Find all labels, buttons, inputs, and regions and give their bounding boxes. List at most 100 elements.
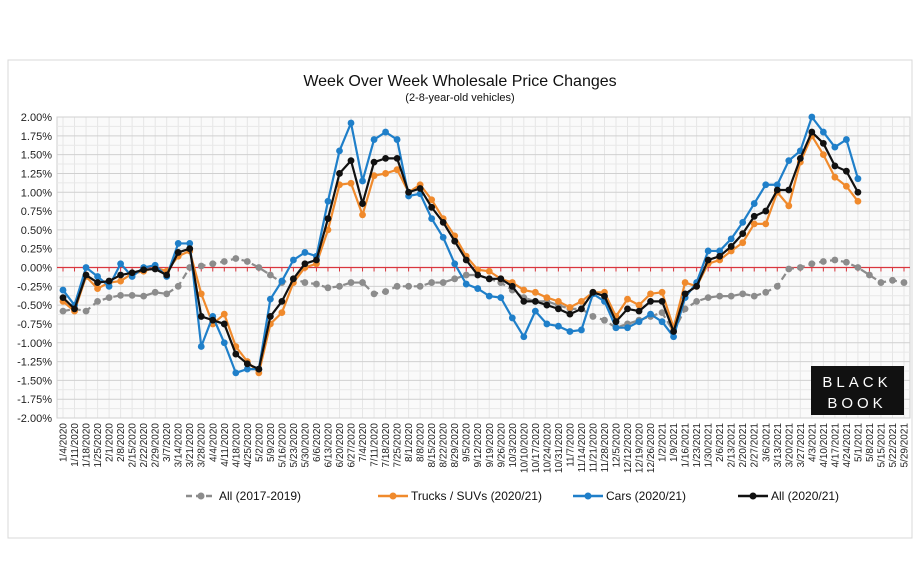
y-tick-label: -0.50% xyxy=(17,300,52,312)
legend: All (2017-2019) Trucks / SUVs (2020/21) Ca… xyxy=(186,489,839,503)
x-tick-label: 5/15/2021 xyxy=(876,423,887,468)
data-point xyxy=(647,297,654,305)
data-point xyxy=(359,211,366,219)
data-point xyxy=(796,264,804,271)
data-point xyxy=(842,182,850,190)
x-tick-label: 5/2/2020 xyxy=(254,423,265,462)
data-point xyxy=(220,258,228,265)
data-point xyxy=(785,265,793,273)
data-point xyxy=(347,179,355,187)
data-point xyxy=(624,295,631,303)
x-tick-label: 4/3/2021 xyxy=(807,423,818,462)
data-point xyxy=(716,252,724,260)
x-tick-label: 4/10/2021 xyxy=(819,423,830,468)
x-tick-label: 3/13/2021 xyxy=(773,423,784,468)
data-point xyxy=(485,267,493,275)
data-point xyxy=(762,220,770,228)
x-tick-label: 2/1/2020 xyxy=(105,423,116,462)
data-point xyxy=(428,215,436,222)
data-point xyxy=(762,181,770,189)
x-tick-label: 8/15/2020 xyxy=(427,423,438,468)
data-point xyxy=(140,292,148,300)
data-point xyxy=(105,294,113,301)
data-point xyxy=(451,237,459,245)
data-point xyxy=(554,297,562,305)
data-point xyxy=(773,186,781,194)
series-line xyxy=(62,133,859,376)
x-tick-label: 5/8/2021 xyxy=(865,423,876,462)
data-point xyxy=(128,269,136,277)
chart-title: Week Over Week Wholesale Price Changes xyxy=(303,73,616,90)
legend-swatch-marker xyxy=(749,492,757,500)
data-point xyxy=(635,318,643,326)
svg-text:BOOK: BOOK xyxy=(827,395,886,412)
data-point xyxy=(370,158,378,166)
x-tick-label: 3/20/2021 xyxy=(784,423,795,468)
data-point xyxy=(485,292,493,300)
data-point xyxy=(647,290,654,298)
data-point xyxy=(693,297,701,305)
data-point xyxy=(359,200,366,207)
data-point xyxy=(278,309,286,317)
x-tick-label: 1/30/2021 xyxy=(704,423,715,468)
x-tick-label: 4/11/2020 xyxy=(220,423,231,467)
data-point xyxy=(531,297,539,305)
data-point xyxy=(554,322,562,330)
data-point xyxy=(278,297,286,305)
data-point xyxy=(900,279,908,286)
data-point xyxy=(382,288,389,295)
data-point xyxy=(382,170,389,177)
data-point xyxy=(117,260,125,268)
y-tick-label: 0.25% xyxy=(21,244,52,256)
data-point xyxy=(82,307,90,315)
x-tick-label: 10/3/2020 xyxy=(508,423,519,468)
data-point xyxy=(393,154,401,162)
y-tick-label: 0.75% xyxy=(21,206,52,218)
data-point xyxy=(220,320,228,328)
x-tick-label: 2/20/2021 xyxy=(738,423,749,468)
x-tick-label: 7/4/2020 xyxy=(358,423,369,462)
data-point xyxy=(727,292,735,300)
data-point xyxy=(105,282,113,290)
data-point xyxy=(704,256,712,264)
data-point xyxy=(382,128,389,136)
data-point xyxy=(347,119,355,127)
data-point xyxy=(278,277,286,285)
data-point xyxy=(796,154,804,162)
data-point xyxy=(762,288,770,296)
data-point xyxy=(866,271,873,279)
data-point xyxy=(163,290,171,298)
data-point xyxy=(889,276,896,284)
data-point xyxy=(174,240,182,247)
data-point xyxy=(601,316,608,324)
x-tick-label: 3/27/2021 xyxy=(796,423,807,468)
data-point xyxy=(209,260,217,268)
series-2 xyxy=(59,113,862,377)
legend-label: All (2017-2019) xyxy=(219,489,301,503)
data-point xyxy=(301,279,309,286)
x-tick-label: 1/25/2020 xyxy=(93,423,104,468)
x-tick-label: 11/7/2020 xyxy=(565,423,576,467)
data-point xyxy=(819,258,827,265)
data-point xyxy=(739,218,747,226)
x-tick-label: 3/21/2020 xyxy=(185,423,196,468)
series-line xyxy=(62,114,859,375)
data-point xyxy=(117,271,125,279)
data-point xyxy=(831,143,839,151)
y-tick-label: -1.75% xyxy=(17,394,52,406)
data-point xyxy=(94,285,101,292)
x-tick-label: 9/12/2020 xyxy=(473,423,484,468)
x-tick-label: 5/23/2020 xyxy=(289,423,300,468)
data-point xyxy=(347,279,355,286)
data-point xyxy=(336,170,343,177)
data-point xyxy=(290,256,297,264)
data-point xyxy=(174,282,182,290)
data-point xyxy=(785,157,793,165)
data-point xyxy=(197,343,205,350)
data-point xyxy=(670,328,677,335)
data-point xyxy=(681,290,689,298)
x-tick-label: 1/11/2020 xyxy=(70,423,81,467)
data-point xyxy=(750,220,758,228)
data-point xyxy=(589,313,597,320)
x-tick-label: 8/1/2020 xyxy=(404,423,415,462)
